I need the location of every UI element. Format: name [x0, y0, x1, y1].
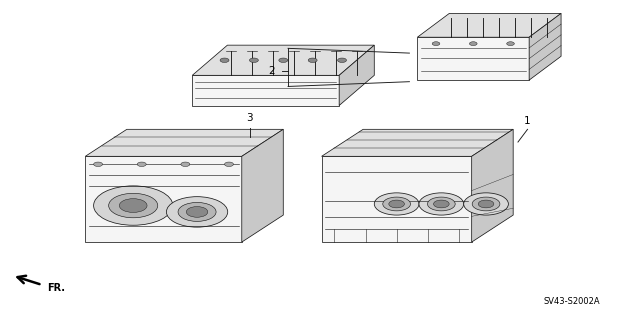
- Text: SV43-S2002A: SV43-S2002A: [544, 297, 600, 306]
- Polygon shape: [321, 129, 513, 156]
- Circle shape: [93, 162, 102, 167]
- Polygon shape: [85, 129, 284, 156]
- Circle shape: [166, 197, 228, 227]
- Circle shape: [389, 200, 404, 208]
- Circle shape: [308, 58, 317, 63]
- Circle shape: [337, 58, 346, 63]
- Polygon shape: [417, 37, 529, 80]
- Polygon shape: [242, 129, 284, 242]
- Polygon shape: [472, 129, 513, 242]
- Circle shape: [93, 186, 173, 225]
- Circle shape: [419, 193, 464, 215]
- Circle shape: [225, 162, 234, 167]
- Circle shape: [428, 197, 455, 211]
- Circle shape: [186, 207, 208, 217]
- Polygon shape: [321, 156, 472, 242]
- Circle shape: [109, 193, 157, 218]
- Circle shape: [279, 58, 288, 63]
- Circle shape: [478, 200, 494, 208]
- Circle shape: [220, 58, 229, 63]
- Polygon shape: [417, 13, 561, 37]
- Circle shape: [472, 197, 500, 211]
- Circle shape: [464, 193, 508, 215]
- Circle shape: [469, 42, 477, 46]
- Text: 2: 2: [269, 66, 275, 76]
- Circle shape: [383, 197, 410, 211]
- Circle shape: [137, 162, 146, 167]
- Text: 1: 1: [524, 115, 531, 125]
- Polygon shape: [192, 75, 339, 106]
- Circle shape: [181, 162, 190, 167]
- Circle shape: [178, 203, 216, 221]
- Circle shape: [250, 58, 259, 63]
- Polygon shape: [192, 45, 374, 75]
- Polygon shape: [339, 45, 374, 106]
- Circle shape: [374, 193, 419, 215]
- Polygon shape: [85, 156, 242, 242]
- Polygon shape: [529, 13, 561, 80]
- Circle shape: [433, 200, 449, 208]
- Circle shape: [432, 42, 440, 46]
- Circle shape: [507, 42, 515, 46]
- Circle shape: [119, 199, 147, 212]
- Text: 3: 3: [246, 113, 253, 123]
- Text: FR.: FR.: [47, 283, 65, 293]
